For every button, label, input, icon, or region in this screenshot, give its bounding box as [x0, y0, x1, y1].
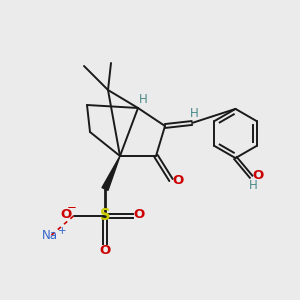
Text: −: −	[67, 201, 76, 214]
Text: O: O	[99, 244, 111, 257]
Text: O: O	[172, 173, 183, 187]
Text: S: S	[100, 208, 110, 224]
Text: O: O	[252, 169, 263, 182]
Text: O: O	[134, 208, 145, 221]
Text: +: +	[58, 226, 67, 236]
Text: H: H	[139, 93, 148, 106]
Text: H: H	[189, 107, 198, 120]
Polygon shape	[102, 156, 120, 190]
Text: Na: Na	[41, 229, 58, 242]
Text: H: H	[248, 178, 257, 192]
Text: O: O	[60, 208, 72, 221]
